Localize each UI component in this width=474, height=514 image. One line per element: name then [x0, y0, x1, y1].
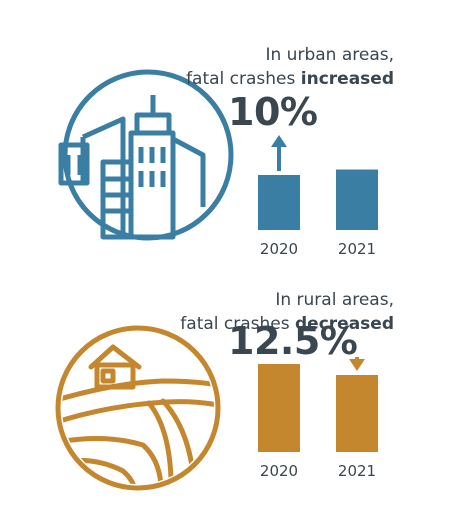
- x-tick-label: 2021: [338, 462, 376, 477]
- farmland-house-icon: [55, 325, 221, 491]
- arrow-up-icon: [271, 135, 287, 171]
- caption-line-2: fatal crashes decreased: [150, 312, 394, 336]
- caption-line-1: In rural areas,: [275, 290, 394, 310]
- x-tick-label: 2020: [260, 462, 298, 477]
- trend-word: decreased: [295, 314, 394, 334]
- trend-word: increased: [300, 69, 394, 89]
- percent-change: 12.5%: [228, 319, 358, 363]
- caption-line-1: In urban areas,: [265, 45, 394, 65]
- urban-panel: In urban areas, fatal crashes increased …: [58, 43, 394, 255]
- caption-prefix: fatal crashes: [186, 69, 301, 89]
- bar-2021: [336, 169, 378, 230]
- urban-caption: In urban areas, fatal crashes increased: [150, 43, 394, 91]
- caption-prefix: fatal crashes: [180, 314, 296, 334]
- rural-caption: In rural areas, fatal crashes decreased: [150, 288, 394, 336]
- percent-change: 10%: [228, 90, 318, 134]
- bar-2020: [258, 364, 300, 452]
- caption-line-2: fatal crashes increased: [150, 67, 394, 91]
- rural-bar-chart: 2020 2021: [258, 357, 378, 477]
- rural-panel: In rural areas, fatal crashes decreased …: [0, 257, 474, 514]
- bar-2021: [336, 375, 378, 452]
- urban-bar-chart: 2020 2021: [258, 135, 378, 255]
- x-tick-label: 2020: [260, 240, 298, 255]
- bar-2020: [258, 175, 300, 230]
- x-tick-label: 2021: [338, 240, 376, 255]
- arrow-down-icon: [349, 357, 365, 371]
- city-skyline-icon: [58, 69, 234, 241]
